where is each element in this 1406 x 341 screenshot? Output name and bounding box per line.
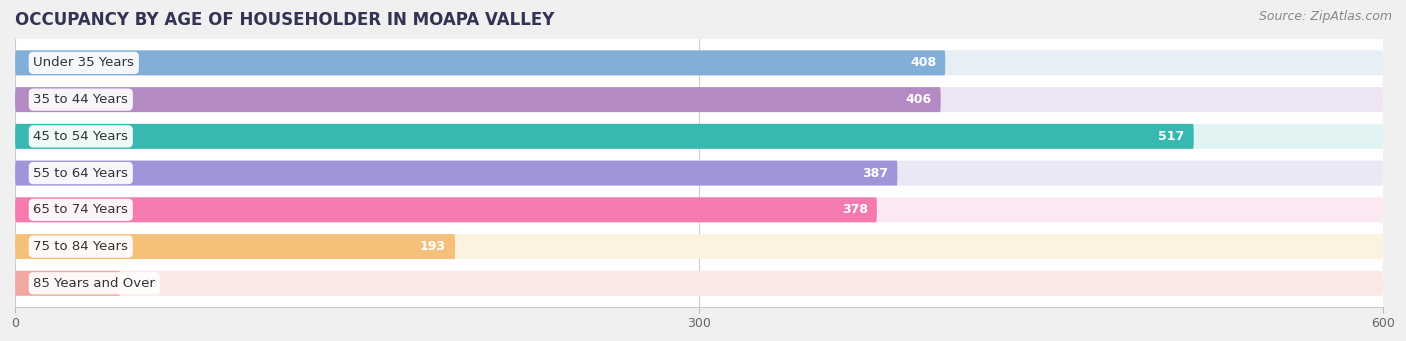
FancyBboxPatch shape <box>15 234 456 259</box>
Text: 45 to 54 Years: 45 to 54 Years <box>34 130 128 143</box>
Text: 35 to 44 Years: 35 to 44 Years <box>34 93 128 106</box>
Text: 378: 378 <box>842 203 868 216</box>
FancyBboxPatch shape <box>15 124 1194 149</box>
FancyBboxPatch shape <box>15 161 897 186</box>
FancyBboxPatch shape <box>15 87 1384 112</box>
Text: 46: 46 <box>143 277 159 290</box>
FancyBboxPatch shape <box>15 50 1384 75</box>
FancyBboxPatch shape <box>15 234 1384 259</box>
FancyBboxPatch shape <box>15 197 1384 222</box>
Text: 75 to 84 Years: 75 to 84 Years <box>34 240 128 253</box>
FancyBboxPatch shape <box>15 50 945 75</box>
Text: 55 to 64 Years: 55 to 64 Years <box>34 167 128 180</box>
FancyBboxPatch shape <box>15 271 1384 296</box>
FancyBboxPatch shape <box>15 87 941 112</box>
Text: Source: ZipAtlas.com: Source: ZipAtlas.com <box>1258 10 1392 23</box>
Text: 406: 406 <box>905 93 932 106</box>
Text: 387: 387 <box>862 167 889 180</box>
Text: 517: 517 <box>1159 130 1185 143</box>
Text: OCCUPANCY BY AGE OF HOUSEHOLDER IN MOAPA VALLEY: OCCUPANCY BY AGE OF HOUSEHOLDER IN MOAPA… <box>15 11 554 29</box>
FancyBboxPatch shape <box>15 124 1384 149</box>
FancyBboxPatch shape <box>15 197 877 222</box>
Text: 85 Years and Over: 85 Years and Over <box>34 277 155 290</box>
FancyBboxPatch shape <box>15 271 120 296</box>
FancyBboxPatch shape <box>15 161 1384 186</box>
Text: Under 35 Years: Under 35 Years <box>34 56 134 69</box>
Text: 408: 408 <box>910 56 936 69</box>
Text: 65 to 74 Years: 65 to 74 Years <box>34 203 128 216</box>
Text: 193: 193 <box>420 240 446 253</box>
